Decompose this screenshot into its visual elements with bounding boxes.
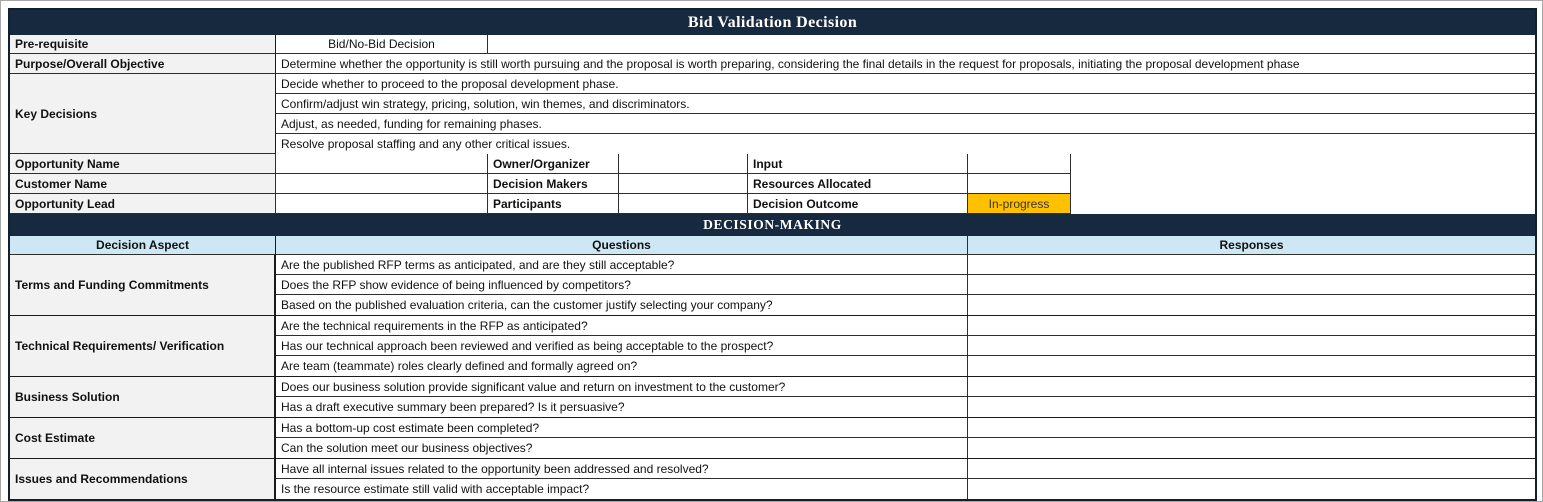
question-list: Does our business solution provide signi… — [276, 377, 1535, 417]
column-header-questions: Questions — [276, 236, 968, 255]
question-row: Is the resource estimate still valid wit… — [276, 479, 1535, 499]
opportunity-name-input[interactable] — [276, 154, 488, 174]
question-row: Has our technical approach been reviewed… — [276, 336, 1535, 356]
decision-makers-input[interactable] — [619, 174, 748, 194]
decision-group-terms: Terms and Funding Commitments Are the pu… — [10, 255, 1535, 316]
decision-outcome-label: Decision Outcome — [748, 194, 968, 214]
owner-organizer-input[interactable] — [619, 154, 748, 174]
key-decisions-label: Key Decisions — [10, 74, 276, 154]
key-decision-item: Decide whether to proceed to the proposa… — [276, 74, 1535, 94]
key-decisions-list: Decide whether to proceed to the proposa… — [276, 74, 1535, 154]
question-text: Is the resource estimate still valid wit… — [276, 479, 968, 499]
question-list: Are the technical requirements in the RF… — [276, 316, 1535, 376]
response-input[interactable] — [968, 275, 1535, 295]
response-input[interactable] — [968, 438, 1535, 458]
decision-makers-label: Decision Makers — [488, 174, 619, 194]
response-input[interactable] — [968, 295, 1535, 315]
resources-allocated-input[interactable] — [968, 174, 1071, 194]
question-list: Are the published RFP terms as anticipat… — [276, 255, 1535, 315]
status-badge[interactable]: In-progress — [968, 194, 1071, 214]
question-text: Does the RFP show evidence of being infl… — [276, 275, 968, 295]
decision-aspect-label: Business Solution — [10, 377, 276, 417]
section-title: DECISION-MAKING — [10, 214, 1535, 236]
question-row: Does the RFP show evidence of being infl… — [276, 275, 1535, 295]
info-row: Opportunity Lead Participants Decision O… — [10, 194, 1535, 214]
response-input[interactable] — [968, 377, 1535, 397]
info-row: Opportunity Name Owner/Organizer Input — [10, 154, 1535, 174]
decision-group-business: Business Solution Does our business solu… — [10, 377, 1535, 418]
question-row: Has a bottom-up cost estimate been compl… — [276, 418, 1535, 438]
prerequisite-row: Pre-requisite Bid/No-Bid Decision — [10, 35, 1535, 54]
purpose-row: Purpose/Overall Objective Determine whet… — [10, 54, 1535, 74]
question-text: Based on the published evaluation criter… — [276, 295, 968, 315]
info-row: Customer Name Decision Makers Resources … — [10, 174, 1535, 194]
decision-group-issues: Issues and Recommendations Have all inte… — [10, 459, 1535, 499]
question-text: Does our business solution provide signi… — [276, 377, 968, 397]
purpose-label: Purpose/Overall Objective — [10, 54, 276, 74]
decision-aspect-label: Cost Estimate — [10, 418, 276, 458]
key-decisions-block: Key Decisions Decide whether to proceed … — [10, 74, 1535, 154]
response-input[interactable] — [968, 479, 1535, 499]
column-header-decision-aspect: Decision Aspect — [10, 236, 276, 255]
response-input[interactable] — [968, 397, 1535, 417]
question-row: Are the technical requirements in the RF… — [276, 316, 1535, 336]
decision-aspect-label: Issues and Recommendations — [10, 459, 276, 499]
decision-aspect-label: Technical Requirements/ Verification — [10, 316, 276, 376]
input-label: Input — [748, 154, 968, 174]
key-decision-item: Resolve proposal staffing and any other … — [276, 134, 1535, 154]
response-input[interactable] — [968, 356, 1535, 376]
decision-group-technical: Technical Requirements/ Verification Are… — [10, 316, 1535, 377]
question-text: Have all internal issues related to the … — [276, 459, 968, 479]
question-row: Are the published RFP terms as anticipat… — [276, 255, 1535, 275]
decision-group-cost: Cost Estimate Has a bottom-up cost estim… — [10, 418, 1535, 459]
purpose-value-cell[interactable]: Determine whether the opportunity is sti… — [276, 54, 1535, 74]
opportunity-name-label: Opportunity Name — [10, 154, 276, 174]
response-input[interactable] — [968, 255, 1535, 275]
decision-aspect-label: Terms and Funding Commitments — [10, 255, 276, 315]
input-input[interactable] — [968, 154, 1071, 174]
question-text: Are the technical requirements in the RF… — [276, 316, 968, 336]
prerequisite-value-cell[interactable]: Bid/No-Bid Decision — [276, 35, 488, 54]
participants-label: Participants — [488, 194, 619, 214]
bid-validation-table: Bid Validation Decision Pre-requisite Bi… — [8, 8, 1537, 501]
question-list: Have all internal issues related to the … — [276, 459, 1535, 499]
response-input[interactable] — [968, 336, 1535, 356]
participants-input[interactable] — [619, 194, 748, 214]
prerequisite-label: Pre-requisite — [10, 35, 276, 54]
question-text: Has our technical approach been reviewed… — [276, 336, 968, 356]
column-header-row: Decision Aspect Questions Responses — [10, 236, 1535, 255]
question-text: Can the solution meet our business objec… — [276, 438, 968, 458]
opportunity-lead-input[interactable] — [276, 194, 488, 214]
question-text: Are the published RFP terms as anticipat… — [276, 255, 968, 275]
response-input[interactable] — [968, 459, 1535, 479]
response-input[interactable] — [968, 418, 1535, 438]
prerequisite-empty-cell[interactable] — [488, 35, 1535, 54]
question-text: Has a bottom-up cost estimate been compl… — [276, 418, 968, 438]
question-row: Have all internal issues related to the … — [276, 459, 1535, 479]
question-row: Can the solution meet our business objec… — [276, 438, 1535, 458]
key-decision-item: Confirm/adjust win strategy, pricing, so… — [276, 94, 1535, 114]
response-input[interactable] — [968, 316, 1535, 336]
question-row: Are team (teammate) roles clearly define… — [276, 356, 1535, 376]
page-title: Bid Validation Decision — [10, 10, 1535, 35]
question-row: Has a draft executive summary been prepa… — [276, 397, 1535, 417]
empty-area — [1071, 174, 1535, 194]
question-text: Are team (teammate) roles clearly define… — [276, 356, 968, 376]
question-row: Does our business solution provide signi… — [276, 377, 1535, 397]
key-decision-item: Adjust, as needed, funding for remaining… — [276, 114, 1535, 134]
empty-area — [1071, 194, 1535, 214]
empty-area — [1071, 154, 1535, 174]
resources-allocated-label: Resources Allocated — [748, 174, 968, 194]
question-row: Based on the published evaluation criter… — [276, 295, 1535, 315]
owner-organizer-label: Owner/Organizer — [488, 154, 619, 174]
customer-name-input[interactable] — [276, 174, 488, 194]
customer-name-label: Customer Name — [10, 174, 276, 194]
opportunity-lead-label: Opportunity Lead — [10, 194, 276, 214]
question-list: Has a bottom-up cost estimate been compl… — [276, 418, 1535, 458]
column-header-responses: Responses — [968, 236, 1535, 255]
question-text: Has a draft executive summary been prepa… — [276, 397, 968, 417]
